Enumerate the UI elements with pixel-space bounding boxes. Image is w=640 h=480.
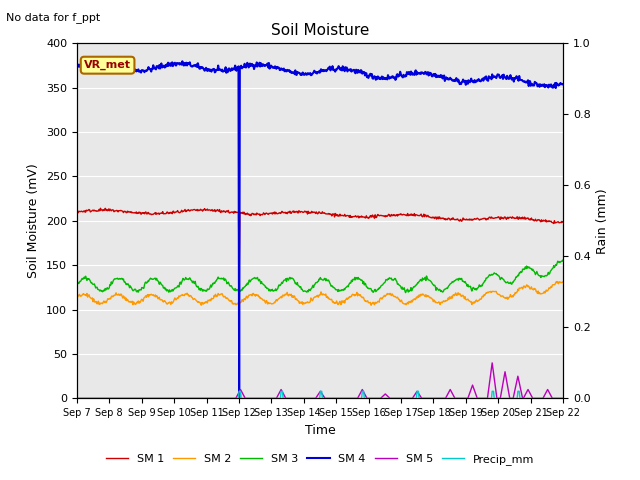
SM 5 bbox=[393, 396, 401, 401]
SM 1 bbox=[182, 209, 189, 215]
SM 3 bbox=[73, 281, 81, 287]
Precip_mm bbox=[132, 396, 140, 401]
Line: SM 4: SM 4 bbox=[77, 61, 563, 398]
Title: Soil Moisture: Soil Moisture bbox=[271, 23, 369, 38]
Precip_mm bbox=[559, 396, 567, 401]
SM 5 bbox=[379, 394, 387, 399]
Line: Precip_mm: Precip_mm bbox=[77, 391, 563, 398]
SM 2 bbox=[207, 298, 214, 304]
Line: SM 3: SM 3 bbox=[77, 260, 563, 293]
Precip_mm bbox=[394, 396, 401, 401]
SM 5 bbox=[82, 396, 90, 401]
SM 2 bbox=[132, 301, 140, 307]
Text: No data for f_ppt: No data for f_ppt bbox=[6, 12, 100, 23]
SM 2 bbox=[380, 294, 387, 300]
SM 5 bbox=[559, 396, 567, 401]
Precip_mm bbox=[82, 396, 90, 401]
SM 3 bbox=[181, 276, 189, 282]
SM 1 bbox=[132, 209, 140, 215]
SM 1 bbox=[559, 219, 567, 225]
X-axis label: Time: Time bbox=[305, 424, 335, 437]
SM 4 bbox=[236, 396, 243, 401]
Legend: SM 1, SM 2, SM 3, SM 4, SM 5, Precip_mm: SM 1, SM 2, SM 3, SM 4, SM 5, Precip_mm bbox=[101, 450, 539, 469]
SM 1 bbox=[380, 214, 388, 219]
SM 4 bbox=[132, 69, 140, 74]
SM 1 bbox=[97, 205, 104, 211]
SM 2 bbox=[394, 294, 401, 300]
SM 4 bbox=[207, 69, 215, 74]
SM 3 bbox=[379, 282, 387, 288]
SM 3 bbox=[82, 273, 90, 279]
Precip_mm bbox=[380, 396, 387, 401]
Y-axis label: Rain (mm): Rain (mm) bbox=[596, 188, 609, 253]
SM 2 bbox=[367, 302, 375, 308]
SM 2 bbox=[552, 279, 560, 285]
SM 2 bbox=[559, 280, 567, 286]
Precip_mm bbox=[236, 388, 243, 394]
SM 4 bbox=[82, 65, 90, 71]
SM 1 bbox=[236, 276, 243, 281]
Precip_mm bbox=[207, 396, 214, 401]
SM 5 bbox=[181, 396, 189, 401]
SM 4 bbox=[380, 76, 388, 82]
Text: VR_met: VR_met bbox=[84, 60, 131, 71]
SM 1 bbox=[394, 212, 402, 217]
Line: SM 2: SM 2 bbox=[77, 282, 563, 305]
SM 3 bbox=[559, 257, 566, 263]
SM 5 bbox=[488, 360, 496, 366]
Y-axis label: Soil Moisture (mV): Soil Moisture (mV) bbox=[28, 163, 40, 278]
SM 4 bbox=[559, 81, 567, 87]
SM 2 bbox=[82, 292, 90, 298]
SM 2 bbox=[181, 291, 189, 297]
SM 3 bbox=[402, 290, 410, 296]
SM 4 bbox=[394, 74, 402, 80]
SM 1 bbox=[73, 209, 81, 215]
Precip_mm bbox=[181, 396, 189, 401]
Precip_mm bbox=[73, 396, 81, 401]
SM 4 bbox=[94, 58, 102, 64]
SM 5 bbox=[207, 396, 214, 401]
SM 3 bbox=[132, 287, 140, 292]
SM 1 bbox=[207, 207, 215, 213]
SM 3 bbox=[559, 258, 567, 264]
SM 4 bbox=[73, 64, 81, 70]
SM 1 bbox=[82, 209, 90, 215]
SM 3 bbox=[207, 282, 214, 288]
SM 5 bbox=[132, 396, 140, 401]
SM 2 bbox=[73, 296, 81, 301]
SM 5 bbox=[73, 396, 81, 401]
SM 3 bbox=[393, 278, 401, 284]
Line: SM 1: SM 1 bbox=[77, 208, 563, 278]
SM 4 bbox=[182, 60, 189, 66]
Line: SM 5: SM 5 bbox=[77, 363, 563, 398]
